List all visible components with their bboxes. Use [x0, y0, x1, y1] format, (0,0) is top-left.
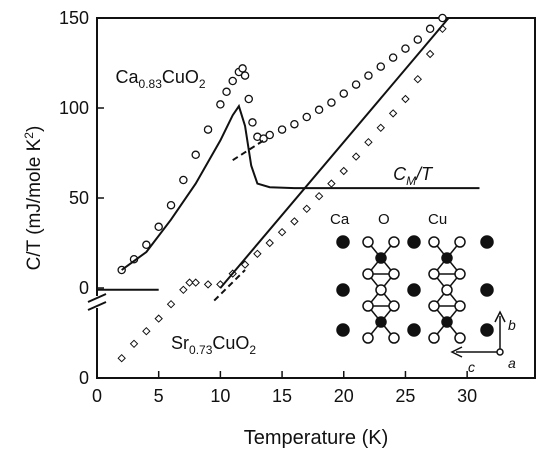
data-point: [228, 76, 237, 86]
data-point: [364, 71, 373, 80]
x-tick-label: 25: [395, 386, 415, 406]
data-point: [290, 217, 299, 226]
annotation-part: M: [406, 174, 416, 188]
data-point: [290, 119, 299, 129]
data-point: [240, 260, 250, 269]
annotation-part: CuO: [162, 67, 199, 87]
annotation-part: 0.83: [139, 77, 163, 91]
inset-label: Cu: [428, 211, 447, 228]
data-point: [166, 200, 176, 210]
annotation: Sr0.73CuO2: [171, 333, 256, 357]
annotation: CM/T: [393, 164, 434, 188]
data-point: [142, 326, 151, 336]
y-tick-label: 0: [79, 278, 89, 298]
data-point: [388, 53, 398, 62]
data-point: [240, 71, 250, 80]
data-point: [154, 314, 163, 323]
data-point: [203, 280, 213, 289]
data-point: [388, 109, 398, 118]
data-point: [401, 44, 410, 53]
axis-break: [87, 293, 107, 311]
x-tick-label: 20: [334, 386, 354, 406]
data-point: [117, 353, 126, 363]
data-point: [413, 35, 423, 44]
data-point: [203, 125, 213, 134]
inset: Ca O Cu b c a: [330, 211, 516, 375]
inset-axis-label: c: [468, 359, 475, 375]
inset-axis-label: a: [508, 355, 516, 371]
data-point: [314, 191, 324, 201]
data-point: [425, 49, 435, 59]
data-point: [339, 166, 348, 176]
x-tick-label: 10: [210, 386, 230, 406]
annotation-part: 2: [199, 77, 206, 91]
data-point: [351, 80, 361, 89]
data-point: [179, 175, 188, 185]
data-point: [302, 204, 311, 214]
y-label-sup: 2: [22, 132, 36, 139]
data-point: [166, 299, 176, 309]
x-tick-label: 5: [154, 386, 164, 406]
inset-axis-label: b: [508, 317, 516, 333]
data-point: [425, 24, 435, 34]
data-line: [219, 17, 450, 289]
annotation-part: Sr: [171, 333, 189, 353]
data-point: [376, 123, 385, 133]
data-point: [154, 222, 163, 232]
y-label-end: ): [24, 126, 45, 132]
data-line: [121, 103, 480, 271]
y-label-main: C/T (mJ/mole K: [24, 138, 45, 270]
data-point: [265, 238, 274, 248]
x-tick-label: 0: [92, 386, 102, 406]
x-axis-label: Temperature (K): [244, 427, 389, 449]
data-point: [413, 74, 422, 84]
x-tick-label: 30: [457, 386, 477, 406]
data-point: [222, 87, 231, 97]
data-point: [339, 89, 349, 98]
y-tick-label: 100: [59, 98, 89, 118]
annotation: Ca0.83CuO2: [116, 67, 206, 91]
data-point: [351, 152, 361, 161]
data-point: [142, 240, 151, 250]
annotation-part: 2: [249, 343, 256, 357]
data-line: [232, 139, 265, 162]
inset-label: O: [378, 211, 390, 228]
data-point: [327, 98, 336, 107]
annotation-part: Ca: [116, 67, 140, 87]
y-tick-label: 150: [59, 8, 89, 28]
data-point: [401, 94, 410, 104]
data-point: [179, 285, 188, 295]
data-point: [277, 125, 287, 134]
y-tick-label: 50: [69, 188, 89, 208]
data-point: [438, 13, 447, 23]
y-axis-label: C/T (mJ/mole K2): [22, 126, 45, 271]
data-point: [244, 94, 254, 104]
data-point: [191, 150, 200, 160]
inset-label: Ca: [330, 211, 350, 228]
data-point: [248, 118, 257, 127]
data-point: [277, 227, 287, 237]
data-line: [213, 269, 246, 302]
data-point: [376, 62, 386, 71]
data-point: [253, 249, 262, 259]
data-point: [191, 278, 200, 287]
annotation-part: /T: [414, 164, 434, 184]
data-point: [364, 137, 373, 147]
y-tick-label: 0: [79, 368, 89, 388]
data-point: [238, 64, 247, 73]
annotation-part: CuO: [212, 333, 249, 353]
data-point: [185, 278, 194, 287]
data-point: [129, 339, 139, 349]
annotation-part: 0.73: [189, 343, 213, 357]
x-tick-label: 15: [272, 386, 292, 406]
data-point: [216, 100, 225, 109]
annotation-part: C: [393, 164, 407, 184]
data-point: [302, 112, 311, 122]
data-point: [314, 105, 324, 115]
data-point: [265, 130, 274, 140]
data-point: [327, 179, 336, 188]
